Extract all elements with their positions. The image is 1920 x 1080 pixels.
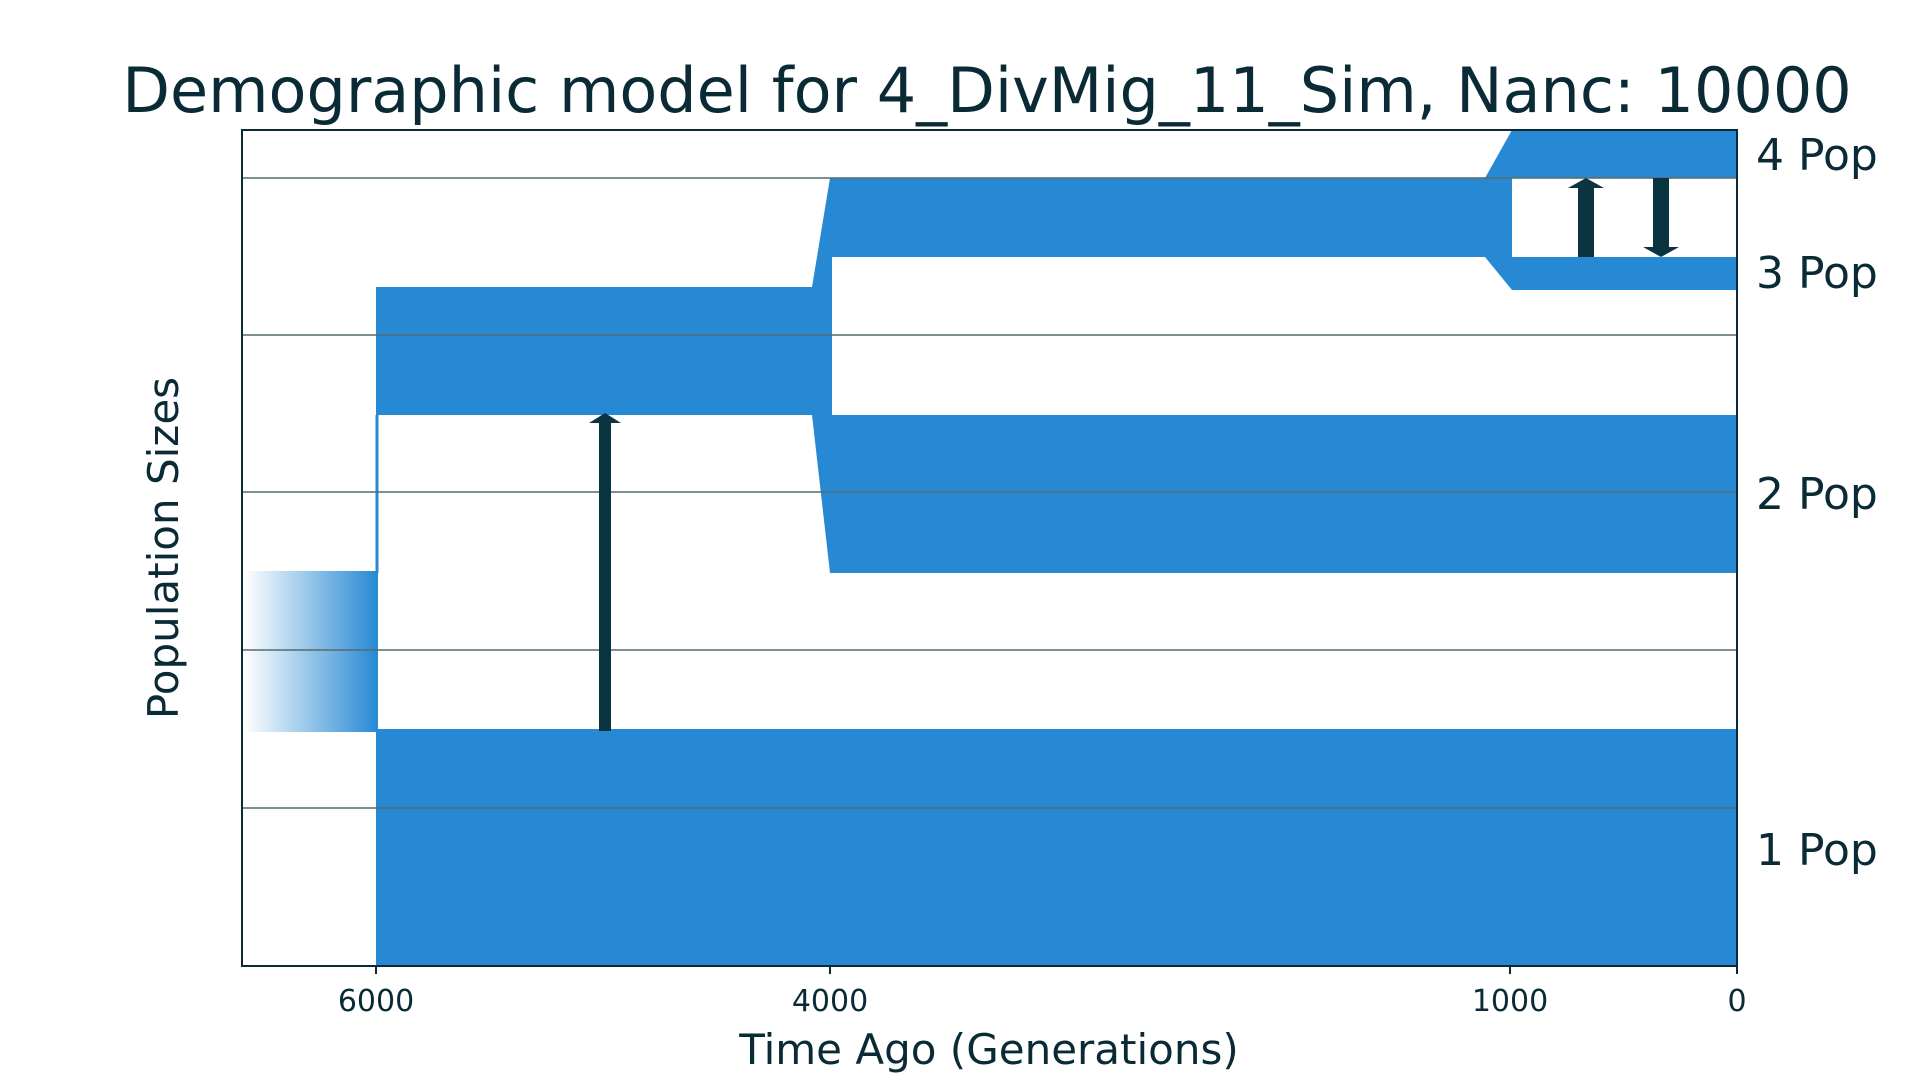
- x-tick-label: 0: [1727, 984, 1746, 1019]
- migration-arrow-pop1-to-pop2: [589, 413, 621, 731]
- pop-4-band: [1485, 130, 1737, 257]
- arrow-shaft: [599, 423, 611, 731]
- y-axis-label: Population Sizes: [139, 377, 188, 719]
- population-label: 1 Pop: [1756, 825, 1878, 876]
- migration-arrow-pop3-to-pop4: [1568, 178, 1604, 257]
- x-tick-label: 6000: [338, 984, 414, 1019]
- migration-arrows: [589, 178, 1679, 731]
- x-axis-ticks: 6000 4000 1000 0: [338, 966, 1747, 1019]
- population-label: 4 Pop: [1756, 130, 1878, 181]
- arrowhead: [589, 413, 621, 423]
- population-labels: 4 Pop 3 Pop 2 Pop 1 Pop: [1756, 130, 1878, 876]
- population-label: 3 Pop: [1756, 248, 1878, 299]
- migration-arrow-pop4-to-pop3: [1643, 178, 1679, 257]
- pop-1-band: [376, 729, 1737, 966]
- x-tick-label: 1000: [1472, 984, 1548, 1019]
- pop-2-band-late: [812, 415, 1737, 573]
- x-axis-label: Time Ago (Generations): [738, 1025, 1239, 1074]
- population-shapes: [244, 130, 1737, 966]
- arrow-shaft: [1578, 188, 1594, 257]
- chart-title: Demographic model for 4_DivMig_11_Sim, N…: [122, 54, 1852, 127]
- ancestral-population-band: [244, 571, 378, 732]
- x-tick-label: 4000: [792, 984, 868, 1019]
- pop-2-band-early: [376, 253, 832, 415]
- arrowhead: [1643, 247, 1679, 257]
- grid-lines: [242, 177, 1737, 809]
- arrowhead: [1568, 178, 1604, 188]
- pop-3-band: [812, 145, 1512, 415]
- arrow-shaft: [1653, 178, 1669, 247]
- pop-3-band-late: [1485, 257, 1737, 290]
- plot-area: [241, 129, 1738, 967]
- population-label: 2 Pop: [1756, 469, 1878, 520]
- plot-frame: [241, 129, 1738, 967]
